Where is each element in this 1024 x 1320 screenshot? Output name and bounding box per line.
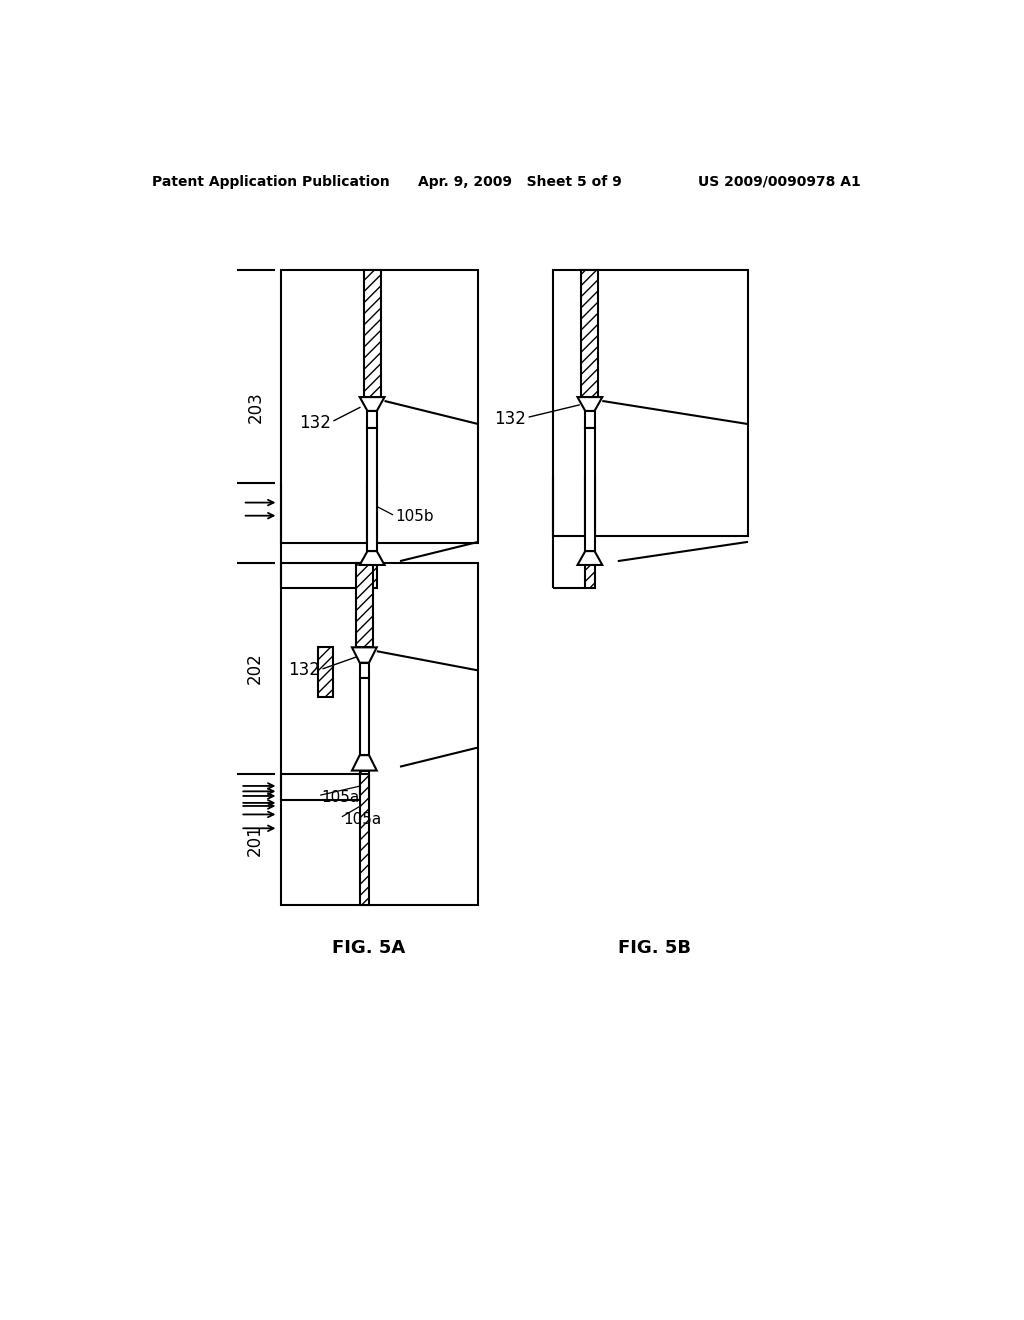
Bar <box>364 271 381 397</box>
Polygon shape <box>359 552 385 565</box>
Text: FIG. 5A: FIG. 5A <box>332 939 404 957</box>
Text: Patent Application Publication: Patent Application Publication <box>153 174 390 189</box>
Polygon shape <box>352 755 377 771</box>
Text: 132: 132 <box>289 661 321 680</box>
Text: 105a: 105a <box>343 812 382 826</box>
Text: 132: 132 <box>495 409 526 428</box>
Bar <box>359 775 369 906</box>
Bar <box>359 678 369 755</box>
Text: US 2009/0090978 A1: US 2009/0090978 A1 <box>697 174 860 189</box>
Bar <box>368 565 377 589</box>
Text: 105b: 105b <box>395 510 434 524</box>
Polygon shape <box>578 397 602 411</box>
Text: 105a: 105a <box>322 789 360 805</box>
Bar <box>586 428 595 552</box>
Text: Apr. 9, 2009   Sheet 5 of 9: Apr. 9, 2009 Sheet 5 of 9 <box>418 174 622 189</box>
Text: 202: 202 <box>246 652 263 684</box>
Bar <box>586 475 595 536</box>
Polygon shape <box>578 552 602 565</box>
Bar <box>359 663 369 678</box>
Text: 203: 203 <box>247 391 265 422</box>
Bar <box>586 565 595 589</box>
Bar <box>553 271 748 536</box>
Bar <box>359 771 369 800</box>
Bar <box>356 562 373 647</box>
Text: 132: 132 <box>299 413 331 432</box>
Bar <box>582 271 598 397</box>
Bar <box>368 411 377 428</box>
Bar <box>368 428 377 552</box>
Text: 201: 201 <box>246 824 263 855</box>
Text: FIG. 5B: FIG. 5B <box>618 939 691 957</box>
Bar <box>281 562 478 906</box>
Polygon shape <box>359 397 385 411</box>
Bar <box>586 411 595 428</box>
Polygon shape <box>352 647 377 663</box>
Bar <box>368 483 377 544</box>
Bar <box>281 271 478 544</box>
Bar <box>317 647 334 697</box>
